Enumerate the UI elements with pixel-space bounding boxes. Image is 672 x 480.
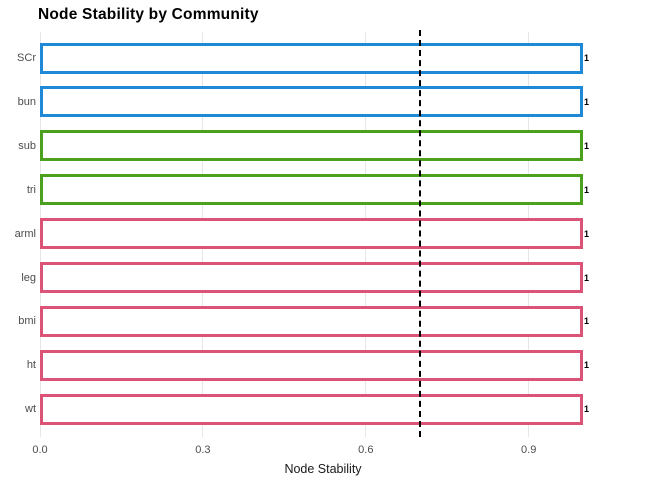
bar-value-label: 1	[584, 96, 590, 107]
x-tick-label: 0.3	[195, 444, 211, 456]
bar-value-label: 1	[584, 272, 590, 283]
y-axis-label-SCr: SCr	[17, 52, 36, 64]
bar-bun	[40, 86, 583, 118]
bar-value-label: 1	[584, 228, 590, 239]
bar-value-label: 1	[584, 404, 590, 415]
y-axis-label-sub: sub	[18, 139, 36, 152]
bar-ht	[40, 349, 583, 381]
bar-value-label: 1	[584, 184, 590, 195]
reference-line	[419, 30, 422, 437]
y-axis-label-tri: tri	[26, 183, 36, 196]
y-axis-label-wt: wt	[25, 403, 36, 416]
x-tick-label: 0.9	[521, 444, 537, 456]
y-axis-label-bmi: bmi	[18, 315, 36, 328]
y-axis-label-bun: bun	[17, 95, 36, 108]
y-axis-label-ht: ht	[26, 359, 36, 372]
bar-bmi	[40, 305, 583, 337]
bar-leg	[40, 262, 583, 293]
y-axis-label-leg: leg	[21, 271, 36, 284]
y-axis-label-arml: arml	[14, 227, 36, 240]
chart-title: Node Stability by Community	[38, 6, 259, 23]
x-tick-label: 0.0	[32, 444, 48, 456]
bar-value-label: 1	[584, 53, 590, 63]
bar-arml	[40, 218, 583, 250]
x-tick-label: 0.6	[358, 444, 374, 456]
x-axis-title: Node Stability	[284, 462, 362, 476]
bar-value-label: 1	[584, 316, 590, 327]
bar-wt	[40, 393, 583, 425]
bar-SCr	[40, 42, 583, 74]
plot-area: SCr 1 bun 1 sub 1 tri 1 arml 1 leg 1 bmi 1 ht 1 wt 1 0.0 0…	[15, 30, 606, 476]
bar-value-label: 1	[584, 360, 590, 371]
bar-sub	[40, 130, 583, 162]
bar-value-label: 1	[584, 140, 590, 151]
bar-tri	[40, 174, 583, 206]
